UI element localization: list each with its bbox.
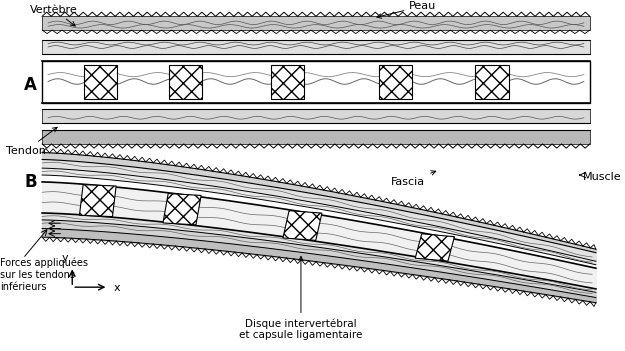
Bar [163, 193, 201, 225]
Bar [84, 65, 118, 99]
Bar [169, 65, 202, 99]
Bar [476, 65, 509, 99]
FancyBboxPatch shape [42, 110, 590, 123]
Text: A: A [24, 76, 37, 94]
Text: Tendon: Tendon [6, 127, 57, 156]
Text: Disque intervertébral
et capsule ligamentaire: Disque intervertébral et capsule ligamen… [239, 257, 362, 340]
Bar [379, 65, 412, 99]
Bar [271, 65, 304, 99]
FancyBboxPatch shape [42, 40, 590, 54]
Text: Forces appliquées
sur les tendons
inférieurs: Forces appliquées sur les tendons inféri… [0, 258, 88, 292]
FancyBboxPatch shape [42, 61, 590, 102]
FancyBboxPatch shape [42, 16, 590, 30]
Text: Muscle: Muscle [582, 172, 621, 182]
Text: B: B [24, 173, 37, 191]
Text: Fascia: Fascia [391, 171, 436, 187]
Text: x: x [114, 283, 121, 293]
FancyBboxPatch shape [42, 130, 590, 144]
Bar [415, 234, 454, 261]
Text: Peau: Peau [377, 1, 436, 18]
Bar [283, 211, 322, 240]
Text: y: y [62, 253, 68, 263]
Text: Vertèbre: Vertèbre [30, 5, 78, 26]
Bar [79, 185, 116, 217]
